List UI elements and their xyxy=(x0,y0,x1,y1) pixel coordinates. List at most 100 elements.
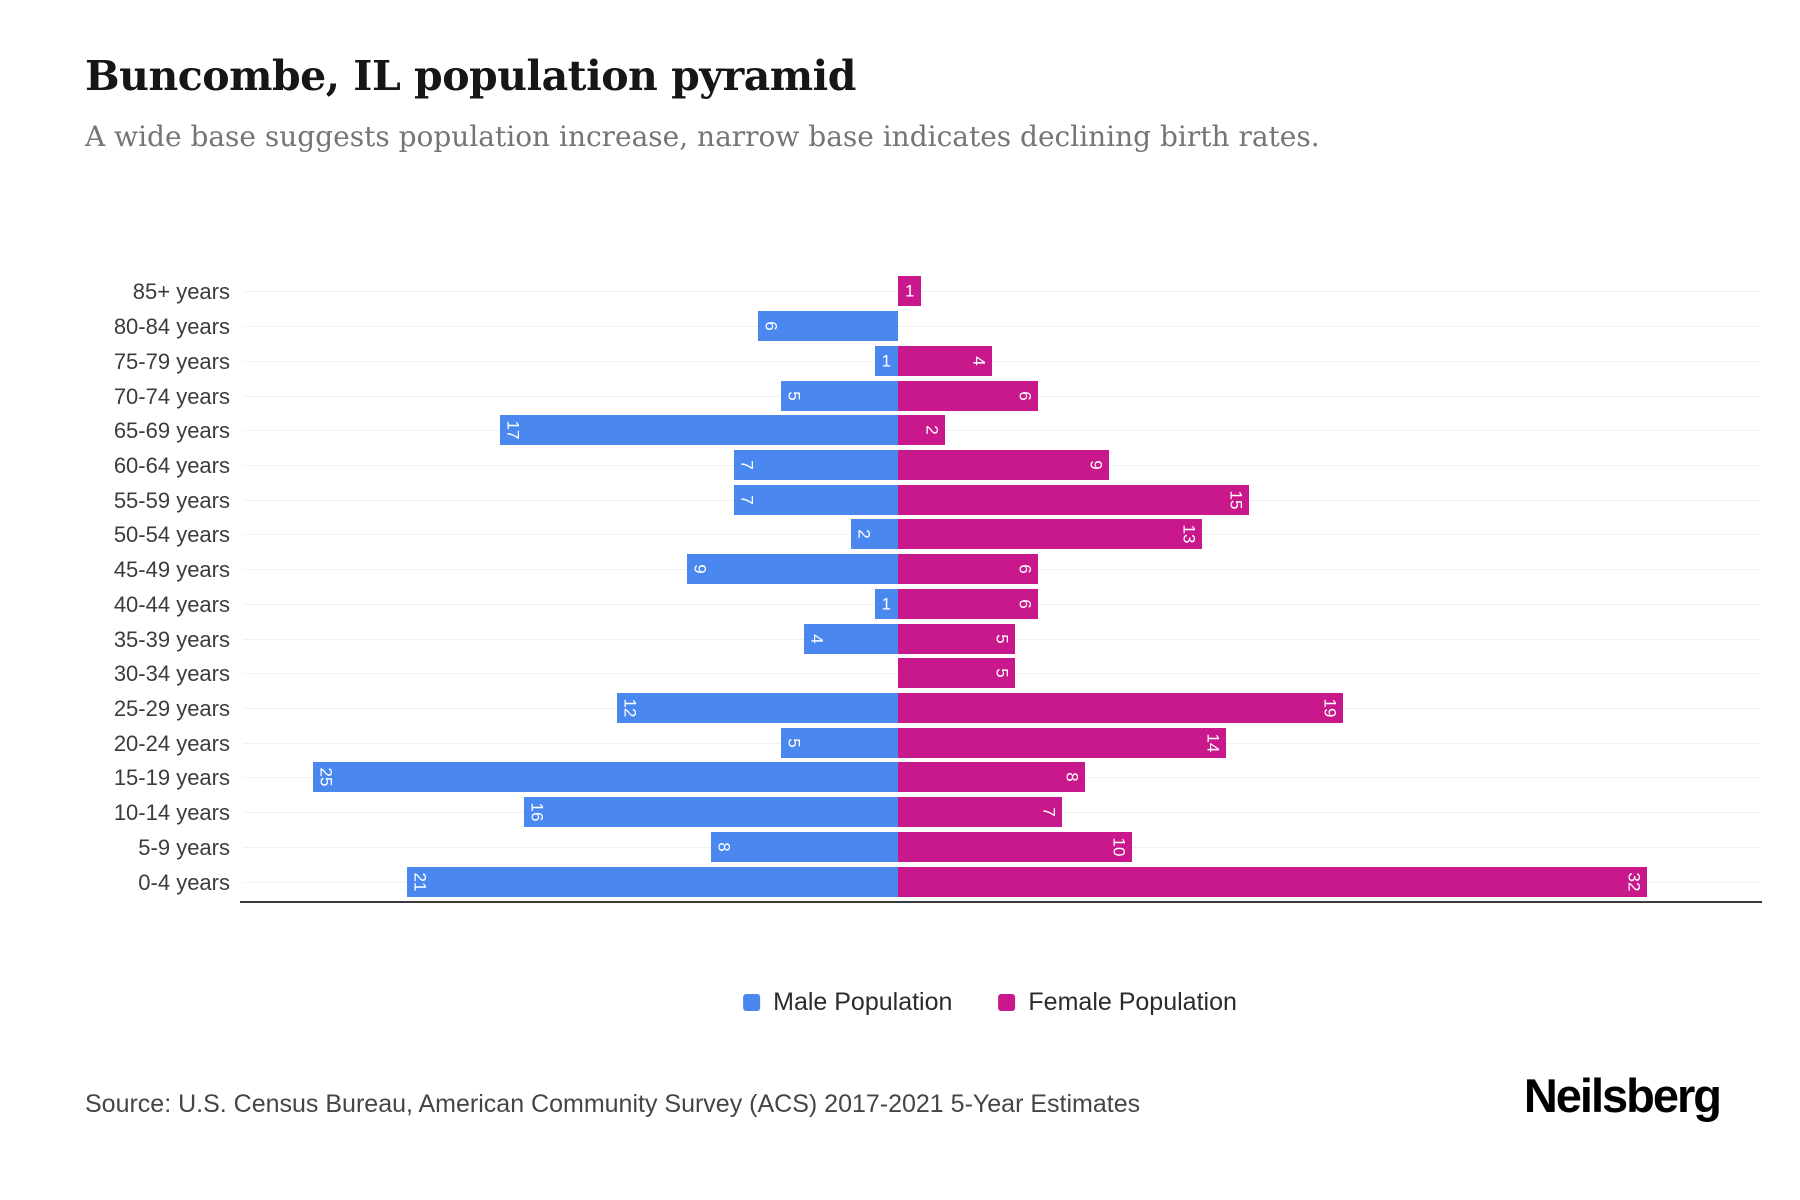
male-bar[interactable]: 16 xyxy=(523,797,898,828)
bar-value-label: 7 xyxy=(737,494,757,505)
x-axis-line xyxy=(240,900,1762,903)
pyramid-row: 60-64 years 7 9 xyxy=(0,448,1800,483)
female-bar[interactable]: 15 xyxy=(898,484,1249,515)
bar-value-label: 1 xyxy=(904,281,915,301)
female-bar[interactable]: 6 xyxy=(898,380,1039,411)
age-group-label: 50-54 years xyxy=(113,522,230,548)
bar-value-label: 13 xyxy=(1179,524,1199,544)
male-legend-label: Male Population xyxy=(773,988,953,1016)
bar-value-label: 25 xyxy=(316,767,336,787)
bar-value-label: 2 xyxy=(854,529,874,540)
pyramid-row: 25-29 years 12 19 xyxy=(0,691,1800,726)
bar-value-label: 8 xyxy=(714,842,734,852)
bar-value-label: 12 xyxy=(620,698,640,718)
bar-value-label: 5 xyxy=(992,668,1012,678)
bar-value-label: 5 xyxy=(992,633,1012,644)
female-bar[interactable]: 13 xyxy=(898,519,1203,550)
male-bar[interactable]: 1 xyxy=(874,588,898,619)
male-legend-swatch xyxy=(743,994,761,1011)
gridline xyxy=(243,360,1760,362)
pyramid-row: 30-34 years 5 xyxy=(0,656,1800,691)
bar-value-label: 4 xyxy=(969,356,989,366)
bar-value-label: 5 xyxy=(784,737,804,748)
source-attribution: Source: U.S. Census Bureau, American Com… xyxy=(85,1090,1141,1118)
female-bar[interactable]: 1 xyxy=(898,276,922,307)
age-group-label: 30-34 years xyxy=(113,661,230,687)
age-group-label: 60-64 years xyxy=(113,452,230,478)
bar-value-label: 21 xyxy=(410,872,430,892)
pyramid-row: 35-39 years 4 5 xyxy=(0,621,1800,656)
page-title: Buncombe, IL population pyramid xyxy=(85,52,856,100)
bar-value-label: 1 xyxy=(881,594,892,614)
bar-value-label: 17 xyxy=(503,420,523,440)
age-group-label: 20-24 years xyxy=(113,730,230,756)
bar-value-label: 4 xyxy=(807,633,827,644)
pyramid-row: 85+ years 1 xyxy=(0,274,1800,309)
male-bar[interactable]: 25 xyxy=(313,762,898,793)
female-bar[interactable]: 10 xyxy=(898,831,1132,862)
chart-legend: Male Population Female Population xyxy=(743,988,1237,1017)
age-group-label: 65-69 years xyxy=(113,418,230,444)
female-bar[interactable]: 5 xyxy=(898,623,1015,654)
female-legend-label: Female Population xyxy=(1028,988,1237,1016)
female-bar[interactable]: 6 xyxy=(898,588,1039,619)
male-bar[interactable]: 8 xyxy=(710,831,898,862)
neilsberg-logo: Neilsberg xyxy=(1523,1069,1722,1122)
female-bar[interactable]: 32 xyxy=(898,866,1647,897)
female-bar[interactable]: 6 xyxy=(898,554,1039,585)
male-bar[interactable]: 2 xyxy=(851,519,898,550)
age-group-label: 0-4 years xyxy=(138,869,230,895)
female-bar[interactable]: 19 xyxy=(898,692,1343,723)
pyramid-row: 70-74 years 5 6 xyxy=(0,378,1800,413)
female-bar[interactable]: 14 xyxy=(898,727,1226,758)
pyramid-row: 45-49 years 9 6 xyxy=(0,552,1800,587)
male-bar[interactable]: 1 xyxy=(874,345,898,376)
male-bar[interactable]: 21 xyxy=(406,866,898,897)
bar-value-label: 15 xyxy=(1226,490,1246,510)
bar-value-label: 9 xyxy=(1086,460,1106,470)
legend-item-male[interactable]: Male Population xyxy=(743,988,952,1017)
male-bar[interactable]: 9 xyxy=(687,554,898,585)
male-bar[interactable]: 7 xyxy=(734,449,898,480)
pyramid-row: 50-54 years 2 13 xyxy=(0,517,1800,552)
age-group-label: 5-9 years xyxy=(138,834,230,860)
female-bar[interactable]: 8 xyxy=(898,762,1086,793)
female-bar[interactable]: 9 xyxy=(898,449,1109,480)
bar-value-label: 14 xyxy=(1203,733,1223,753)
gridline xyxy=(243,430,1760,432)
pyramid-row: 55-59 years 7 15 xyxy=(0,482,1800,517)
pyramid-row: 75-79 years 1 4 xyxy=(0,343,1800,378)
male-bar[interactable]: 4 xyxy=(804,623,898,654)
legend-item-female[interactable]: Female Population xyxy=(998,988,1237,1017)
gridline xyxy=(243,291,1760,293)
female-bar[interactable]: 5 xyxy=(898,658,1015,689)
bar-value-label: 10 xyxy=(1109,837,1129,857)
bar-value-label: 6 xyxy=(761,321,781,331)
pyramid-row: 20-24 years 5 14 xyxy=(0,725,1800,760)
bar-value-label: 9 xyxy=(690,564,710,574)
female-bar[interactable]: 4 xyxy=(898,345,992,376)
gridline xyxy=(243,326,1760,328)
male-bar[interactable]: 17 xyxy=(500,415,898,446)
male-bar[interactable]: 5 xyxy=(781,380,898,411)
bar-value-label: 16 xyxy=(527,802,547,822)
age-group-label: 40-44 years xyxy=(113,591,230,617)
bar-value-label: 1 xyxy=(881,351,892,371)
page-subtitle: A wide base suggests population increase… xyxy=(85,120,1320,153)
age-group-label: 45-49 years xyxy=(113,557,230,583)
age-group-label: 80-84 years xyxy=(113,314,230,340)
male-bar[interactable]: 12 xyxy=(617,692,898,723)
pyramid-row: 80-84 years 6 xyxy=(0,309,1800,344)
male-bar[interactable]: 7 xyxy=(734,484,898,515)
female-bar[interactable]: 2 xyxy=(898,415,945,446)
female-bar[interactable]: 7 xyxy=(898,797,1062,828)
bar-value-label: 5 xyxy=(784,390,804,401)
pyramid-row: 40-44 years 1 6 xyxy=(0,586,1800,621)
bar-value-label: 6 xyxy=(1015,564,1035,574)
age-group-label: 15-19 years xyxy=(113,765,230,791)
bar-value-label: 7 xyxy=(1039,807,1059,817)
male-bar[interactable]: 5 xyxy=(781,727,898,758)
pyramid-row: 15-19 years 25 8 xyxy=(0,760,1800,795)
male-bar[interactable]: 6 xyxy=(757,311,898,342)
